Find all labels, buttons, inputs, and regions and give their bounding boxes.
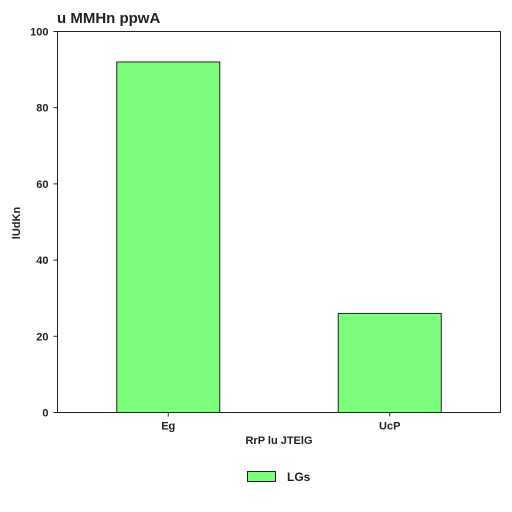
chart-title: u MMHn ppwA [57,10,160,27]
y-axis-ticks: 0 20 40 60 80 100 [30,27,58,420]
legend-label: LGs [287,470,311,484]
legend-swatch [247,471,276,482]
x-axis-label: RrP lu JTElG [245,435,312,447]
plot-frame [57,31,501,413]
y-tick-label: 100 [30,27,48,39]
y-axis-label: lUdKn [11,207,23,240]
y-tick-label: 0 [42,408,48,420]
x-axis-ticks: Eg UcP [161,412,400,433]
y-tick-label: 60 [36,179,48,191]
y-tick-label: 40 [36,255,48,267]
y-tick-label: 80 [36,103,48,115]
legend: LGs [247,470,311,484]
bar-ucp [337,312,442,413]
bar-eg [116,61,221,413]
x-tick-label: Eg [161,421,175,433]
bars-group [116,61,442,413]
y-tick-label: 20 [36,331,48,343]
x-tick-label: UcP [379,421,400,433]
